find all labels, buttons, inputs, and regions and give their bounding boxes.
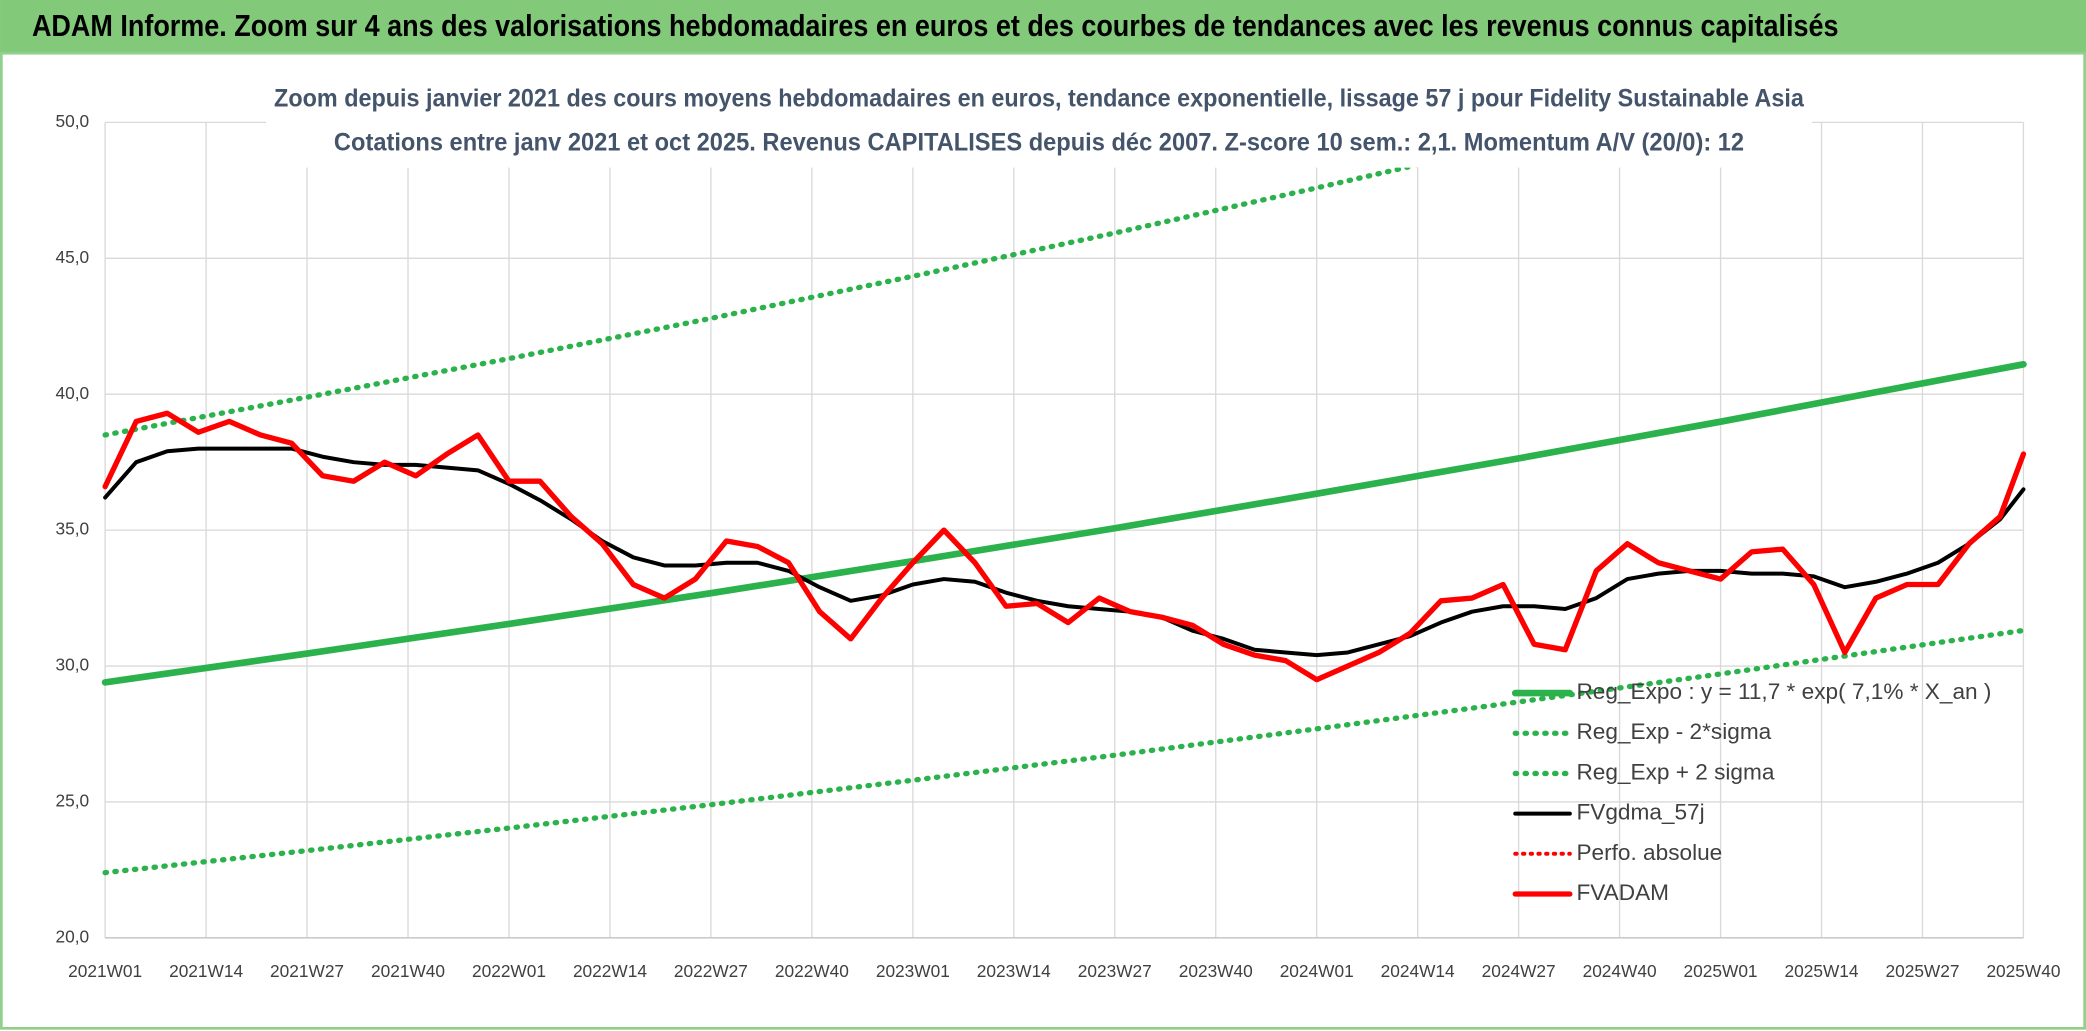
- legend-label: FVgdma_57j: [1576, 800, 1704, 825]
- x-tick-label: 2024W40: [1583, 961, 1657, 981]
- legend-label: Perfo. absolue: [1576, 840, 1722, 865]
- x-tick-label: 2023W40: [1179, 961, 1253, 981]
- x-tick-label: 2025W27: [1885, 961, 1959, 981]
- y-tick-label: 25,0: [56, 791, 90, 811]
- x-tick-label: 2022W01: [472, 961, 546, 981]
- x-tick-label: 2022W27: [674, 961, 748, 981]
- x-tick-label: 2023W01: [876, 961, 950, 981]
- y-tick-label: 35,0: [56, 519, 90, 539]
- series-line: [102, 122, 1612, 438]
- title-box: [266, 79, 1812, 168]
- series-line: [101, 360, 2027, 686]
- frame: [0, 51, 2086, 1030]
- x-tick-label: 2025W14: [1785, 961, 1859, 981]
- x-tick-label: 2024W27: [1482, 961, 1556, 981]
- legend-label: Reg_Expo : y = 11,7 * exp( 7,1% * X_an ): [1576, 679, 1991, 704]
- x-tick-label: 2024W01: [1280, 961, 1354, 981]
- y-tick-label: 30,0: [56, 655, 90, 675]
- header-bar: [0, 0, 2086, 54]
- x-tick-label: 2021W27: [270, 961, 344, 981]
- grid: 20,0 25,0 30,0 35,0 40,0 45,0 50,0 2021W01 2021W…: [56, 111, 2061, 981]
- legend: Reg_Expo : y = 11,7 * exp( 7,1% * X_an )…: [1511, 679, 1991, 905]
- x-tick-label: 2022W14: [573, 961, 647, 981]
- x-tick-label: 2021W14: [169, 961, 243, 981]
- series-line: [102, 410, 2027, 683]
- x-tick-label: 2022W40: [775, 961, 849, 981]
- chart-subtitle: Cotations entre janv 2021 et oct 2025. R…: [334, 128, 1744, 156]
- x-tick-label: 2023W27: [1078, 961, 1152, 981]
- plot: [101, 122, 2027, 876]
- y-tick-label: 45,0: [56, 247, 90, 267]
- y-tick-label: 40,0: [56, 383, 90, 403]
- x-tick-label: 2023W14: [977, 961, 1051, 981]
- legend-label: Reg_Exp - 2*sigma: [1576, 719, 1771, 744]
- legend-label: FVADAM: [1576, 880, 1669, 905]
- y-tick-label: 20,0: [56, 926, 90, 946]
- series-line: [102, 627, 2027, 876]
- legend-label: Reg_Exp + 2 sigma: [1576, 759, 1774, 784]
- x-tick-label: 2021W01: [68, 961, 142, 981]
- x-tick-label: 2021W40: [371, 961, 445, 981]
- y-tick-label: 50,0: [56, 111, 90, 131]
- x-tick-label: 2025W40: [1986, 961, 2060, 981]
- x-tick-label: 2024W14: [1381, 961, 1455, 981]
- chart-title: Zoom depuis janvier 2021 des cours moyen…: [274, 84, 1805, 112]
- header-title: ADAM Informe. Zoom sur 4 ans des valoris…: [32, 9, 1839, 43]
- x-tick-label: 2025W01: [1684, 961, 1758, 981]
